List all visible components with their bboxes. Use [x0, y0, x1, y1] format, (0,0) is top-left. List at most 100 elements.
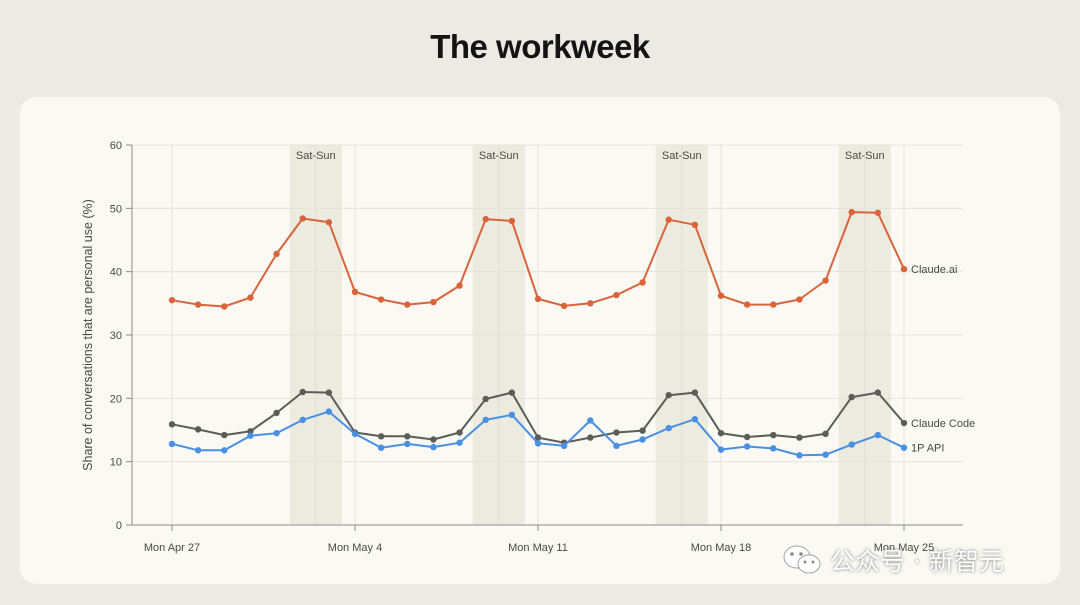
data-point [325, 389, 333, 396]
data-point [639, 427, 646, 434]
data-point [796, 296, 803, 303]
y-tick-label: 60 [110, 140, 122, 152]
data-point [796, 452, 803, 459]
data-point [770, 301, 777, 308]
data-point [299, 388, 306, 396]
data-point [351, 430, 359, 437]
data-point [508, 217, 516, 225]
data-point [717, 429, 725, 437]
data-point [377, 433, 385, 440]
wechat-icon [783, 545, 821, 574]
y-tick-label: 40 [110, 267, 122, 279]
data-point [534, 440, 542, 447]
data-point [456, 439, 463, 446]
data-point [404, 433, 411, 440]
data-point [743, 443, 751, 450]
data-point [430, 436, 437, 443]
data-point [822, 277, 829, 284]
data-point [325, 219, 333, 226]
data-point [247, 294, 254, 301]
data-point [560, 442, 568, 450]
data-point [221, 303, 228, 310]
data-point [874, 431, 882, 439]
data-point [691, 389, 699, 396]
x-tick-label: Mon May 11 [508, 542, 568, 554]
data-point [743, 301, 751, 308]
data-point [273, 250, 280, 258]
y-tick-label: 50 [110, 203, 122, 215]
data-point [482, 395, 489, 403]
data-point [717, 446, 725, 453]
data-point [534, 434, 542, 441]
data-point [560, 302, 568, 310]
x-tick-label: Mon May 25 [874, 542, 935, 554]
data-point [743, 433, 751, 441]
x-tick-label: Mon May 18 [691, 542, 752, 554]
data-point [456, 282, 463, 289]
data-point [770, 431, 777, 439]
data-point [822, 430, 829, 437]
labels: Claude.ai Claude Code 1P API [911, 264, 975, 455]
weekend-label: Sat-Sun [479, 150, 519, 162]
data-point [221, 447, 228, 454]
data-point [430, 443, 437, 451]
data-point [665, 216, 672, 223]
data-point [848, 441, 855, 448]
series-label: Claude Code [911, 418, 975, 430]
x-tick-label: Mon May 4 [328, 542, 382, 554]
data-point [273, 429, 280, 437]
data-point [482, 416, 489, 424]
data-point [168, 440, 176, 448]
data-point [377, 444, 385, 451]
data-point [194, 426, 202, 433]
data-point [534, 295, 542, 303]
data-point [639, 436, 646, 443]
data-point [848, 208, 855, 216]
y-tick-label: 10 [110, 457, 122, 469]
chart-card: Sat-Sun Sat-Sun Sat-Sun Sat-Sun 0 10 20 30 40 50… [20, 97, 1060, 584]
series-label: 1P API [911, 443, 944, 455]
data-point [665, 424, 672, 432]
data-point [168, 421, 176, 428]
data-point [900, 265, 908, 273]
data-point [822, 451, 829, 458]
data-point [273, 409, 280, 417]
series-label: Claude.ai [911, 264, 957, 276]
data-point [665, 391, 672, 399]
data-point [404, 440, 411, 448]
data-point [613, 442, 620, 450]
data-point [247, 428, 254, 435]
data-point [587, 417, 594, 424]
series-lines [168, 208, 908, 459]
data-point [691, 416, 699, 423]
data-point [194, 301, 202, 308]
page-title: The workweek [430, 28, 650, 65]
watermark: 公众号 · 新智元 [782, 540, 1004, 580]
data-point [221, 431, 228, 439]
weekend-label: Sat-Sun [662, 150, 702, 162]
weekend-label: Sat-Sun [296, 150, 336, 162]
data-point [639, 279, 646, 286]
data-point [613, 429, 620, 436]
data-point [796, 434, 803, 441]
watermark-text: 公众号 · 新智元 [830, 547, 1004, 576]
y-tick-label: 20 [110, 393, 122, 405]
data-point [508, 411, 516, 418]
data-point [247, 432, 254, 439]
data-point [299, 215, 306, 222]
data-point [848, 393, 855, 401]
data-point [691, 221, 699, 228]
data-point [874, 389, 882, 396]
data-point [299, 416, 306, 424]
data-point [325, 408, 333, 415]
data-point [430, 298, 437, 306]
gridlines [132, 144, 963, 526]
y-axis-title: Share of conversations that are personal… [81, 199, 95, 471]
y-tick-label: 30 [110, 330, 122, 342]
data-point [587, 300, 594, 307]
y-tick-label: 0 [116, 520, 122, 532]
data-point [404, 301, 411, 308]
data-point [168, 296, 176, 304]
data-point [770, 445, 777, 452]
data-point [613, 291, 620, 299]
